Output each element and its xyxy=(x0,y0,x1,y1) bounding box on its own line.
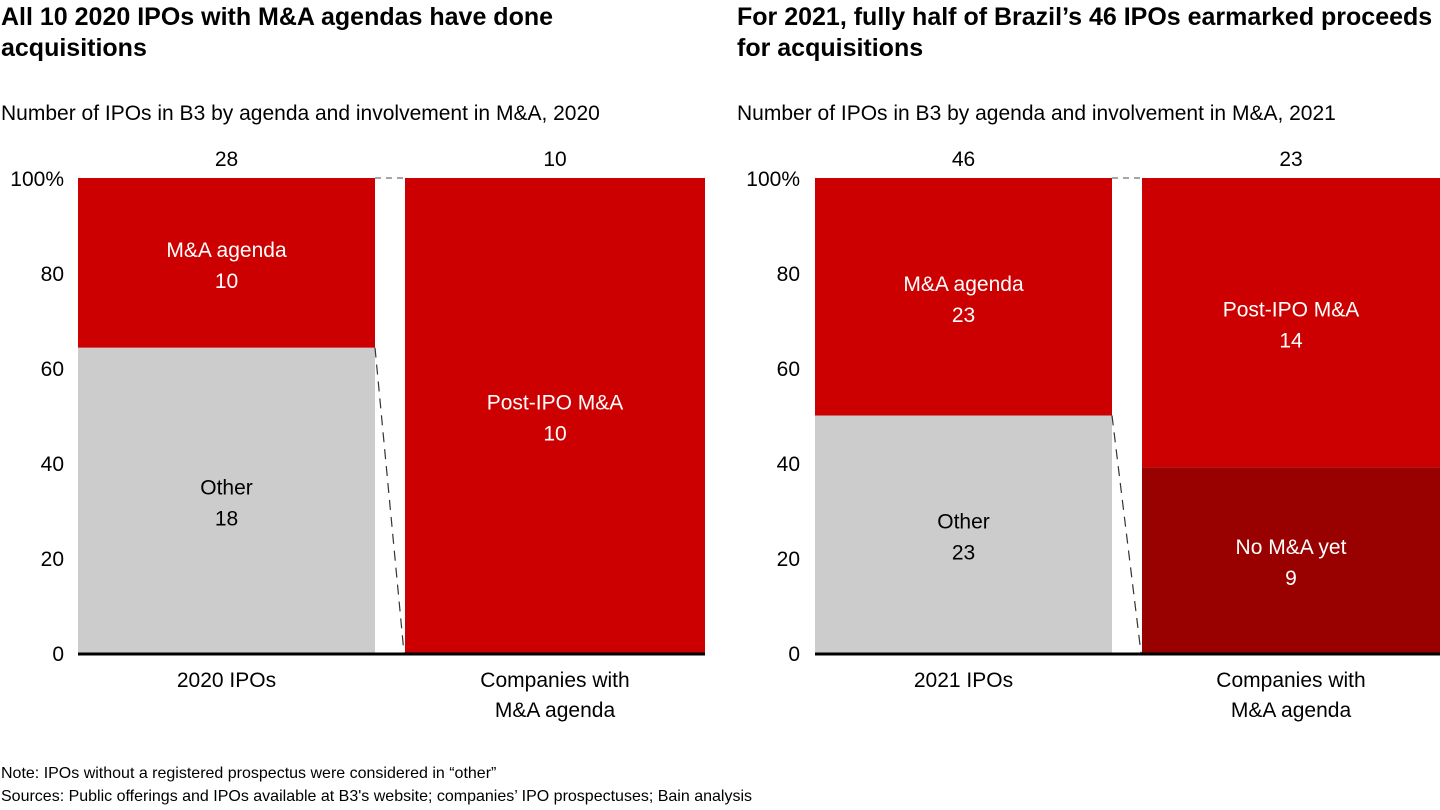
segment-value: 23 xyxy=(952,541,975,564)
segment-label: M&A agenda xyxy=(166,239,287,262)
segment-value: 10 xyxy=(543,423,566,446)
bar-total-label: 28 xyxy=(215,148,238,171)
category-label: M&A agenda xyxy=(495,699,616,722)
bar-segment-m-a-agenda xyxy=(815,178,1112,416)
category-label: 2020 IPOs xyxy=(177,669,276,692)
bar-segment-other xyxy=(78,347,375,653)
category-label: Companies with xyxy=(480,669,629,692)
y-tick-label: 100% xyxy=(746,168,800,191)
bar-total-label: 10 xyxy=(543,148,566,171)
sources-note: Sources: Public offerings and IPOs avail… xyxy=(1,788,752,805)
chart-title-2020: All 10 2020 IPOs with M&A agendas have d… xyxy=(1,3,554,62)
bar-segment-post-ipo-m-a xyxy=(1142,178,1440,468)
segment-label: Post-IPO M&A xyxy=(487,392,624,415)
y-tick-label: 80 xyxy=(777,263,800,286)
y-tick-label: 20 xyxy=(41,548,64,571)
segment-value: 9 xyxy=(1285,567,1297,590)
y-tick-label: 0 xyxy=(788,643,800,666)
bar-segment-no-m-a-yet xyxy=(1142,467,1440,653)
y-tick-label: 40 xyxy=(41,453,64,476)
chart-subtitle-2020: Number of IPOs in B3 by agenda and invol… xyxy=(1,102,600,125)
bar-segment-post-ipo-m-a xyxy=(405,178,705,653)
y-tick-label: 80 xyxy=(41,263,64,286)
segment-value: 23 xyxy=(952,304,975,327)
chart-subtitle-2021: Number of IPOs in B3 by agenda and invol… xyxy=(737,102,1336,125)
segment-label: M&A agenda xyxy=(903,273,1024,296)
connector-line-bottom xyxy=(1111,415,1142,654)
segment-label: Other xyxy=(937,510,990,533)
chart-title-2021: For 2021, fully half of Brazil’s 46 IPOs… xyxy=(737,3,1433,62)
segment-value: 14 xyxy=(1279,330,1303,353)
bar-segment-m-a-agenda xyxy=(78,178,375,348)
segment-value: 18 xyxy=(215,507,238,530)
category-label: 2021 IPOs xyxy=(914,669,1013,692)
connector-line-bottom xyxy=(374,347,405,654)
footnote: Note: IPOs without a registered prospect… xyxy=(1,765,497,782)
y-tick-label: 60 xyxy=(41,358,64,381)
category-label: Companies with xyxy=(1216,669,1365,692)
y-tick-label: 60 xyxy=(777,358,800,381)
category-label: M&A agenda xyxy=(1231,699,1352,722)
bar-total-label: 46 xyxy=(952,148,975,171)
y-tick-label: 20 xyxy=(777,548,800,571)
bar-segment-other xyxy=(815,415,1112,653)
segment-value: 10 xyxy=(215,270,238,293)
segment-label: No M&A yet xyxy=(1236,536,1347,559)
segment-label: Post-IPO M&A xyxy=(1223,299,1360,322)
y-tick-label: 40 xyxy=(777,453,800,476)
y-tick-label: 100% xyxy=(10,168,64,191)
bar-total-label: 23 xyxy=(1279,148,1302,171)
segment-label: Other xyxy=(200,476,253,499)
y-tick-label: 0 xyxy=(52,643,64,666)
